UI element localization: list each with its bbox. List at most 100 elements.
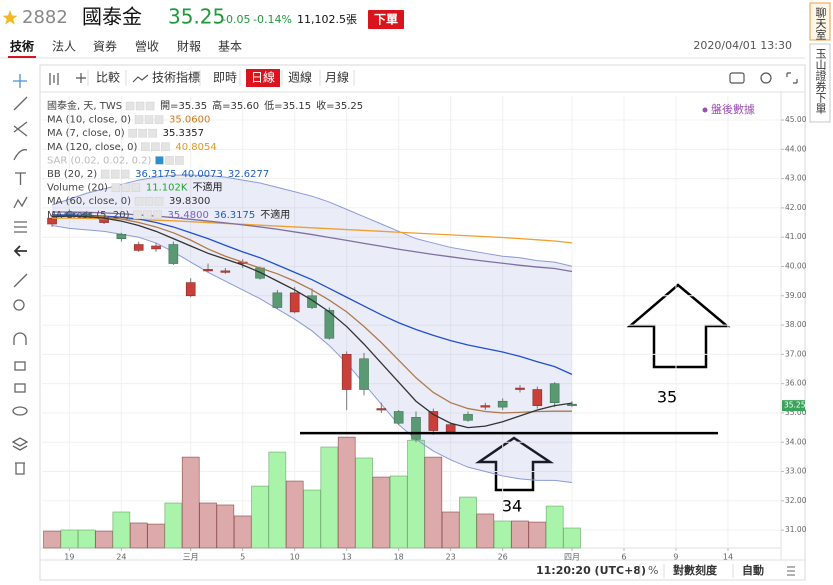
tab[interactable]: 基本 bbox=[218, 40, 242, 54]
tab[interactable]: 法人 bbox=[52, 40, 76, 54]
legend-icon[interactable] bbox=[133, 210, 142, 220]
legend-icon[interactable] bbox=[120, 169, 130, 179]
volume-bar bbox=[77, 529, 96, 549]
trash-tool[interactable] bbox=[15, 462, 25, 475]
indicator-icon[interactable] bbox=[132, 74, 149, 83]
volume-bar bbox=[285, 480, 304, 549]
last-price-tag bbox=[782, 400, 805, 412]
forecast-tool[interactable] bbox=[14, 221, 27, 233]
footer-settings-icon[interactable] bbox=[787, 566, 795, 576]
legend-icon[interactable] bbox=[145, 101, 155, 111]
unlock-tool[interactable] bbox=[14, 383, 26, 393]
magnet-tool[interactable] bbox=[13, 332, 27, 345]
lock-tool[interactable] bbox=[14, 361, 26, 371]
side-button[interactable] bbox=[809, 2, 831, 41]
change-pct: -0.14% bbox=[253, 13, 292, 26]
legend-icon[interactable] bbox=[134, 196, 144, 206]
legend-icon[interactable] bbox=[144, 115, 154, 124]
volume-bar bbox=[545, 505, 564, 549]
period-button[interactable]: 月線 bbox=[325, 70, 349, 85]
legend-icon[interactable] bbox=[153, 210, 162, 220]
legend-icon[interactable] bbox=[154, 196, 164, 206]
legend-icon[interactable] bbox=[143, 210, 152, 220]
legend-icon[interactable] bbox=[128, 128, 137, 138]
legend-icon[interactable] bbox=[148, 128, 157, 138]
volume-bar bbox=[268, 451, 287, 549]
order-button-label[interactable]: 下單 bbox=[374, 13, 398, 27]
legend-value: 高=35.60 bbox=[212, 99, 259, 112]
legend-icon[interactable] bbox=[144, 196, 154, 206]
volume-bar bbox=[337, 436, 356, 549]
period-button[interactable]: 週線 bbox=[288, 70, 312, 85]
legend-icon[interactable] bbox=[110, 169, 120, 179]
tab[interactable]: 資券 bbox=[93, 39, 117, 54]
candle-body bbox=[567, 403, 577, 406]
annotation-arrow bbox=[626, 283, 731, 369]
favorite-star[interactable] bbox=[2, 10, 18, 25]
order-button[interactable] bbox=[368, 10, 404, 29]
candle-body bbox=[532, 389, 543, 406]
legend-icon[interactable] bbox=[138, 128, 147, 138]
measure-tool[interactable] bbox=[13, 273, 28, 288]
settings-icon[interactable] bbox=[760, 72, 772, 84]
volume-bar bbox=[563, 527, 581, 549]
legend-icon[interactable] bbox=[121, 183, 131, 192]
text-tool[interactable] bbox=[15, 172, 26, 185]
legend-label: MA (120, close, 0) bbox=[47, 142, 137, 153]
compare-icon[interactable] bbox=[76, 73, 86, 83]
y-tick-label: 40.00 bbox=[785, 261, 807, 270]
visibility-tool[interactable] bbox=[12, 406, 28, 416]
legend-icon[interactable] bbox=[151, 142, 160, 152]
legend-icon[interactable] bbox=[165, 156, 174, 165]
footer-percent[interactable]: % bbox=[648, 564, 658, 577]
snapshot-icon[interactable] bbox=[729, 72, 745, 84]
toolbar-icons bbox=[49, 72, 798, 85]
legend-icon[interactable] bbox=[161, 142, 170, 152]
candle-style-icon[interactable] bbox=[49, 73, 59, 85]
tab[interactable]: 財報 bbox=[177, 39, 201, 54]
volume-bar bbox=[199, 502, 217, 549]
zoom-tool[interactable] bbox=[13, 299, 25, 311]
volume-bar bbox=[95, 530, 113, 549]
fib-tool[interactable] bbox=[13, 121, 28, 137]
side-button-label[interactable]: 玉山證券下單 bbox=[814, 48, 827, 114]
volume-bar bbox=[112, 511, 131, 549]
crosshair-tool[interactable] bbox=[13, 74, 27, 88]
legend-icon[interactable] bbox=[125, 101, 135, 111]
legend-icon[interactable] bbox=[155, 156, 164, 165]
legend-icon[interactable] bbox=[141, 142, 150, 152]
footer-auto[interactable]: 自動 bbox=[742, 563, 764, 577]
legend-value: 低=35.15 bbox=[264, 99, 311, 112]
legend-value: 35.0600 bbox=[169, 115, 210, 126]
legend-icon[interactable] bbox=[100, 169, 110, 179]
line-tool[interactable] bbox=[13, 96, 28, 111]
legend-label: 國泰金, 天, TWS bbox=[47, 99, 122, 112]
volume-bar bbox=[424, 456, 443, 549]
brush-tool[interactable] bbox=[13, 149, 28, 161]
pattern-tool[interactable] bbox=[13, 196, 28, 209]
legend-icon[interactable] bbox=[154, 115, 164, 124]
tab[interactable]: 技術 bbox=[10, 39, 34, 54]
period-active[interactable] bbox=[246, 69, 280, 87]
side-button[interactable] bbox=[809, 43, 831, 123]
x-tick-label: 9 bbox=[673, 553, 678, 562]
indicator-button[interactable]: 技術指標 bbox=[152, 70, 200, 85]
legend-value: 開=35.35 bbox=[160, 100, 207, 112]
fullscreen-icon[interactable] bbox=[786, 72, 798, 84]
legend-value: 不適用 bbox=[260, 208, 290, 221]
legend-icon[interactable] bbox=[111, 183, 121, 192]
period-button[interactable]: 日線 bbox=[251, 70, 275, 85]
legend-icon[interactable] bbox=[135, 101, 145, 111]
layers-tool[interactable] bbox=[11, 437, 29, 451]
legend-icon[interactable] bbox=[175, 156, 184, 165]
footer-log[interactable]: 對數刻度 bbox=[673, 563, 718, 577]
legend-label: MA Cross (5, 20) bbox=[47, 210, 130, 221]
compare-button[interactable]: 比較 bbox=[96, 70, 120, 85]
period-button[interactable]: 即時 bbox=[213, 71, 237, 85]
legend-icon[interactable] bbox=[131, 183, 141, 192]
back-tool[interactable] bbox=[13, 245, 27, 257]
side-button-label[interactable]: 聊天室 bbox=[814, 6, 827, 40]
tab[interactable]: 營收 bbox=[135, 40, 159, 54]
legend-icon[interactable] bbox=[134, 115, 144, 124]
x-tick-label: 26 bbox=[498, 553, 508, 562]
